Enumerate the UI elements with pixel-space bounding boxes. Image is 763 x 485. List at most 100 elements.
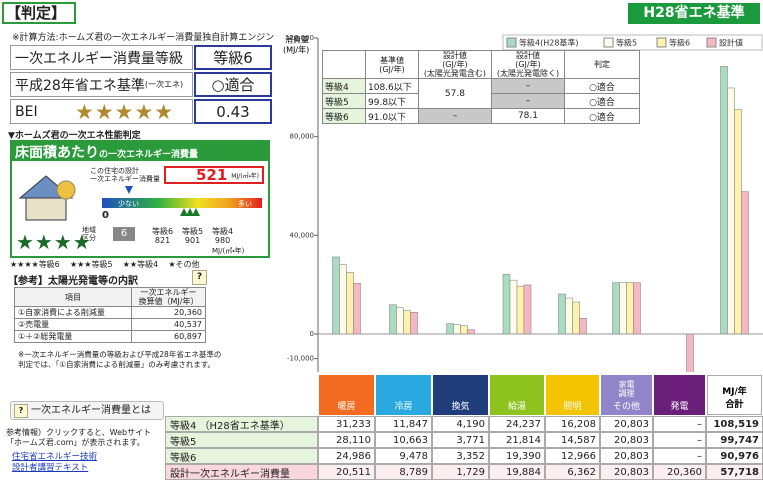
category-icon: 暖房	[319, 375, 374, 415]
value-cell: 20,360	[653, 464, 706, 480]
help-label: 一次エネルギー消費量とは	[31, 405, 151, 416]
bar	[612, 282, 620, 335]
header-cell: 判定	[564, 50, 640, 79]
category-icon: 発電	[654, 375, 705, 415]
grade-label: 等級5	[182, 227, 204, 236]
category-label: 発電	[670, 402, 689, 412]
bar	[453, 324, 461, 335]
value-cell: 28,110	[318, 432, 375, 448]
legend-stars: ★★★	[69, 260, 92, 269]
legend-swatch	[603, 37, 614, 48]
gauge-bar	[102, 198, 262, 208]
value-cell: 20,803	[600, 416, 653, 432]
category-label: その他	[612, 402, 640, 412]
without-solar-cell: –	[490, 93, 566, 109]
grade-label: 等級4	[212, 227, 234, 236]
value-cell: 24,986	[318, 448, 375, 464]
label-sub: (一次エネ)	[144, 80, 184, 89]
scale-zero: 0	[102, 210, 109, 221]
corner-cell	[322, 50, 366, 79]
bar	[353, 283, 361, 335]
value-cell: 19,884	[489, 464, 545, 480]
chart: 消費量 (MJ/年) 120,000 80,000 40,000 0 -10,000 等級…	[283, 34, 763, 372]
header-line: (GJ/年)	[442, 60, 468, 69]
section-heading: ▼ホームズ君の一次エネ性能判定	[8, 131, 141, 141]
bar	[626, 282, 634, 335]
result-cell: ○適合	[564, 108, 640, 124]
summary-label: 一次エネルギー消費量等級	[10, 45, 193, 70]
bar	[502, 273, 511, 335]
help-button[interactable]: ? 一次エネルギー消費量とは	[10, 401, 164, 420]
table-row: 等級6 24,986 9,478 3,352 19,390 12,966 20,803–90…	[165, 448, 763, 464]
legend-swatch	[506, 37, 517, 48]
legend-label: 等級6	[38, 260, 60, 269]
design-label-line: 一次エネルギー消費量	[90, 175, 160, 183]
value-cell: 31,233	[318, 416, 375, 432]
row-label: 等級5	[165, 432, 318, 448]
value-cell: 99,747	[706, 432, 763, 448]
bar	[339, 264, 347, 335]
design-label: この住宅の設計 一次エネルギー消費量	[90, 167, 160, 183]
bar	[446, 323, 454, 335]
design-value: 521	[195, 166, 228, 184]
summary-label: 平成28年省エネ基準 (一次エネ)	[10, 72, 193, 97]
category-label: 給湯	[507, 402, 526, 412]
header-line: 設計値	[442, 51, 467, 60]
value-cell: 20,803	[600, 464, 653, 480]
grade-label: 等級6	[152, 227, 174, 236]
header-line: (GJ/年)	[379, 64, 405, 74]
reference-link[interactable]: 設計者講習テキスト	[12, 463, 89, 473]
value-cell: 90,976	[706, 448, 763, 464]
calc-note: ※計算方法:ホームズ君の一次エネルギー消費量独自計算エンジン	[12, 33, 275, 43]
value-cell: 20,803	[600, 432, 653, 448]
row-label: 等級4	[322, 78, 366, 94]
without-solar-cell: –	[490, 78, 566, 94]
legend-stars: ★★★★	[10, 260, 39, 269]
standard-cell: 108.6以下	[365, 78, 419, 94]
bar	[720, 66, 728, 335]
value-cell: 3,352	[432, 448, 489, 464]
value-cell: 12,966	[545, 448, 600, 464]
standard-badge: H28省エネ基準	[628, 3, 760, 24]
grade-marker	[186, 208, 194, 216]
grade: 等級5 901	[182, 227, 203, 245]
region-value: 6	[113, 227, 135, 241]
label-text: BEI	[15, 103, 38, 120]
grade-unit: MJ/(㎡・年)	[212, 247, 245, 255]
category-label: 照明	[563, 402, 582, 412]
y-axis-label: (MJ/年)	[283, 45, 309, 55]
design-value-box: 521 MJ/(㎡・年)	[164, 166, 264, 184]
value-cell: 10,663	[375, 432, 432, 448]
row-label: 等級6	[165, 448, 318, 464]
y-tick-label: 40,000	[290, 231, 315, 239]
category-label: 冷房	[394, 402, 413, 412]
y-tick-label: 120,000	[285, 34, 314, 42]
without-solar-cell: 78.1	[490, 108, 566, 124]
grade-value: 821	[154, 236, 171, 245]
header-line: 一次エネルギー	[140, 288, 197, 297]
bar	[572, 301, 580, 335]
summary-value: 0.43	[194, 99, 272, 124]
value-cell: 20,511	[318, 464, 375, 480]
result-cell: ○適合	[564, 93, 640, 109]
solar-help[interactable]: ?	[192, 270, 207, 285]
wall	[25, 197, 67, 221]
category-icon: 家電 調理 その他	[601, 375, 652, 415]
category-icon: 給湯	[490, 375, 544, 415]
grade-marker	[192, 208, 200, 216]
header-line: (GJ/年)	[515, 60, 541, 69]
gauge	[102, 186, 262, 216]
legend-label: その他	[175, 260, 200, 269]
bar	[346, 272, 354, 335]
value-cell: 21,814	[489, 432, 545, 448]
reference-link[interactable]: 住宅省エネルギー技術	[12, 452, 98, 462]
with-solar-cell: –	[417, 108, 492, 124]
bar	[727, 87, 735, 335]
grade: 等級4 980	[212, 227, 233, 245]
value-cell: 1,729	[432, 464, 489, 480]
bar	[389, 304, 397, 335]
row-label: 設計一次エネルギー消費量	[165, 464, 318, 480]
value-cell: 24,237	[489, 416, 545, 432]
header-title: 床面積あたり	[15, 145, 99, 161]
